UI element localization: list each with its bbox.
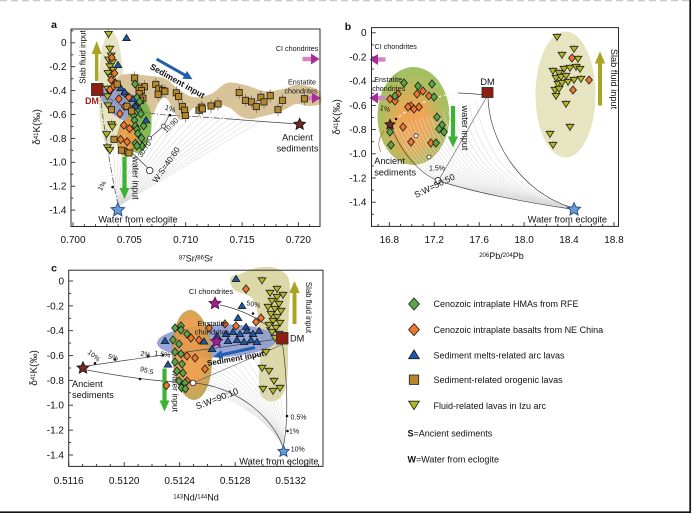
svg-text:0: 0 bbox=[61, 38, 67, 49]
svg-text:Enstatite: Enstatite bbox=[288, 78, 316, 87]
svg-text:0.5120: 0.5120 bbox=[109, 476, 140, 487]
svg-text:Sediment-related orogenic lava: Sediment-related orogenic lavas bbox=[434, 375, 564, 385]
svg-text:-0.8: -0.8 bbox=[49, 134, 67, 145]
svg-text:0.5124: 0.5124 bbox=[164, 476, 195, 487]
svg-text:water input: water input bbox=[131, 155, 141, 200]
svg-text:-0.6: -0.6 bbox=[47, 351, 65, 362]
svg-text:95:5: 95:5 bbox=[139, 366, 154, 376]
svg-text:0.710: 0.710 bbox=[173, 235, 198, 246]
svg-text:sediments: sediments bbox=[72, 390, 114, 400]
svg-text:1%: 1% bbox=[289, 429, 299, 436]
svg-text:b: b bbox=[345, 21, 351, 33]
svg-text:1.5%: 1.5% bbox=[429, 166, 445, 173]
svg-text:0.5116: 0.5116 bbox=[54, 476, 84, 487]
svg-text:0.5128: 0.5128 bbox=[220, 476, 251, 487]
svg-text:1%: 1% bbox=[379, 103, 392, 114]
svg-text:CI chondrites: CI chondrites bbox=[189, 287, 233, 296]
svg-text:-1.0: -1.0 bbox=[349, 149, 367, 160]
svg-text:17.2: 17.2 bbox=[424, 235, 444, 246]
svg-text:206Pb/204Pb: 206Pb/204Pb bbox=[479, 251, 524, 261]
svg-text:Fluid-related lavas in Izu arc: Fluid-related lavas in Izu arc bbox=[434, 401, 547, 411]
svg-text:0.715: 0.715 bbox=[230, 235, 255, 246]
svg-text:-1.4: -1.4 bbox=[49, 206, 67, 217]
svg-text:Ancient: Ancient bbox=[374, 156, 405, 166]
svg-text:0.700: 0.700 bbox=[60, 235, 85, 246]
svg-text:10%: 10% bbox=[291, 446, 305, 453]
svg-text:0: 0 bbox=[361, 28, 367, 39]
svg-text:18.0: 18.0 bbox=[514, 235, 534, 246]
svg-text:sediments: sediments bbox=[374, 168, 416, 178]
svg-text:-0.4: -0.4 bbox=[47, 326, 65, 337]
svg-text:Cenozoic intraplate basalts fr: Cenozoic intraplate basalts from NE Chin… bbox=[434, 325, 604, 335]
svg-text:Cenozoic intraplate HMAs from: Cenozoic intraplate HMAs from RFE bbox=[434, 299, 579, 309]
svg-text:CI chondrites: CI chondrites bbox=[375, 42, 418, 51]
svg-text:0: 0 bbox=[58, 276, 64, 287]
svg-text:S=Ancient sediments: S=Ancient sediments bbox=[408, 428, 493, 438]
svg-text:water input: water input bbox=[171, 369, 181, 413]
svg-text:DM: DM bbox=[85, 96, 99, 106]
svg-text:Slab fluid input: Slab fluid input bbox=[609, 49, 619, 110]
svg-text:Water from eclogite: Water from eclogite bbox=[528, 215, 607, 225]
svg-text:CI chondrites: CI chondrites bbox=[276, 44, 319, 53]
svg-text:17.6: 17.6 bbox=[469, 235, 489, 246]
svg-text:Enstatite: Enstatite bbox=[197, 319, 226, 328]
svg-text:Water from eclogite: Water from eclogite bbox=[98, 215, 177, 225]
svg-text:Water from eclogite: Water from eclogite bbox=[239, 457, 318, 467]
svg-text:-1.2: -1.2 bbox=[349, 173, 367, 184]
svg-text:-0.2: -0.2 bbox=[349, 52, 367, 63]
svg-text:-0.8: -0.8 bbox=[47, 376, 65, 387]
svg-text:δ41K(‰): δ41K(‰) bbox=[32, 109, 43, 145]
svg-text:chondrites: chondrites bbox=[284, 87, 318, 96]
svg-text:Ancient: Ancient bbox=[282, 133, 313, 143]
svg-text:chondrites: chondrites bbox=[372, 84, 406, 93]
svg-text:0.720: 0.720 bbox=[286, 235, 311, 246]
svg-text:Slab fluid input: Slab fluid input bbox=[304, 282, 313, 334]
svg-text:1.5%: 1.5% bbox=[154, 350, 171, 359]
svg-text:143Nd/144Nd: 143Nd/144Nd bbox=[173, 493, 219, 503]
svg-text:18.4: 18.4 bbox=[559, 235, 579, 246]
svg-text:-1.4: -1.4 bbox=[349, 198, 367, 209]
svg-text:16.8: 16.8 bbox=[380, 235, 400, 246]
svg-text:a: a bbox=[51, 19, 57, 31]
svg-text:δ41K(‰): δ41K(‰) bbox=[29, 350, 40, 386]
svg-text:Sediment melts-related arc lav: Sediment melts-related arc lavas bbox=[434, 351, 566, 361]
svg-text:-1.0: -1.0 bbox=[49, 158, 67, 169]
svg-text:-1.2: -1.2 bbox=[49, 182, 67, 193]
svg-text:-0.4: -0.4 bbox=[49, 86, 67, 97]
svg-text:0.5132: 0.5132 bbox=[275, 476, 306, 487]
svg-text:50%: 50% bbox=[246, 300, 261, 310]
svg-text:-1.4: -1.4 bbox=[47, 450, 65, 461]
svg-text:-0.2: -0.2 bbox=[49, 62, 67, 73]
svg-text:18.8: 18.8 bbox=[604, 235, 624, 246]
svg-text:c: c bbox=[51, 263, 57, 275]
svg-text:water input: water input bbox=[460, 105, 470, 151]
svg-text:2%: 2% bbox=[140, 351, 151, 359]
svg-text:-0.4: -0.4 bbox=[349, 77, 367, 88]
svg-text:Enstatite: Enstatite bbox=[374, 75, 402, 84]
svg-text:87Sr/86Sr: 87Sr/86Sr bbox=[179, 254, 213, 264]
svg-text:chondrites: chondrites bbox=[195, 328, 230, 337]
svg-text:W=Water from eclogite: W=Water from eclogite bbox=[408, 455, 499, 465]
svg-text:5%: 5% bbox=[107, 354, 118, 363]
svg-text:1%: 1% bbox=[164, 103, 177, 115]
svg-text:sediments: sediments bbox=[277, 144, 319, 154]
svg-text:-0.6: -0.6 bbox=[349, 101, 367, 112]
svg-text:Slab fluid input: Slab fluid input bbox=[79, 29, 88, 83]
svg-text:-1.0: -1.0 bbox=[47, 401, 65, 412]
svg-text:δ41K(‰): δ41K(‰) bbox=[332, 99, 343, 135]
svg-text:-1.2: -1.2 bbox=[47, 426, 65, 437]
svg-text:DM: DM bbox=[290, 334, 304, 344]
svg-text:-0.2: -0.2 bbox=[47, 301, 65, 312]
svg-text:1%: 1% bbox=[97, 180, 108, 192]
svg-text:Ancient: Ancient bbox=[72, 379, 103, 389]
svg-text:-0.6: -0.6 bbox=[49, 110, 67, 121]
svg-text:-0.8: -0.8 bbox=[349, 125, 367, 136]
svg-text:DM: DM bbox=[480, 77, 494, 87]
svg-text:0.5%: 0.5% bbox=[291, 414, 307, 421]
svg-text:0.705: 0.705 bbox=[117, 235, 142, 246]
